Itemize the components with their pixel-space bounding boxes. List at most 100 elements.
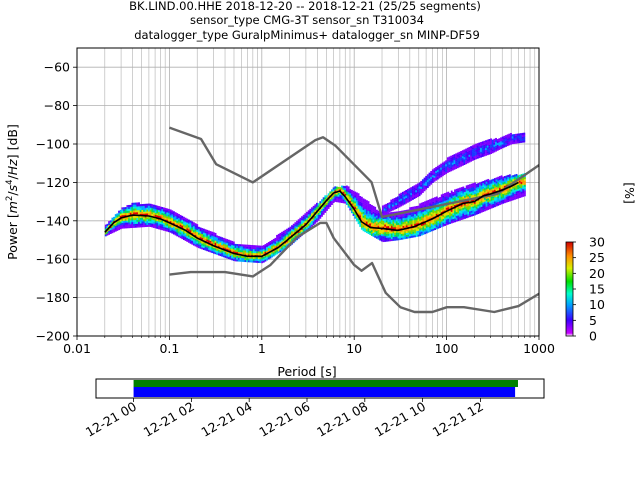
pdf-cell bbox=[409, 214, 412, 218]
pdf-cell bbox=[365, 221, 368, 224]
pdf-cell bbox=[216, 235, 219, 238]
pdf-cell bbox=[447, 210, 450, 214]
pdf-cell bbox=[379, 219, 382, 222]
pdf-cell bbox=[192, 229, 195, 233]
pdf-cell bbox=[187, 225, 190, 228]
pdf-cell bbox=[342, 187, 345, 190]
pdf-cell bbox=[487, 178, 490, 182]
pdf-cell bbox=[301, 223, 303, 227]
pdf-cell bbox=[387, 218, 390, 221]
pdf-cell bbox=[475, 206, 478, 209]
pdf-cell bbox=[269, 254, 272, 257]
pdf-cell bbox=[365, 200, 368, 203]
pdf-cell bbox=[202, 228, 205, 231]
pdf-cell bbox=[398, 197, 401, 200]
pdf-cell bbox=[189, 228, 192, 231]
pdf-cell bbox=[281, 247, 283, 250]
pdf-cell bbox=[389, 231, 392, 234]
pdf-cell bbox=[244, 252, 247, 255]
pdf-cell bbox=[382, 207, 384, 210]
pdf-cell bbox=[374, 227, 377, 231]
pdf-cell bbox=[495, 181, 498, 184]
pdf-cell bbox=[377, 220, 380, 223]
pdf-cell bbox=[523, 138, 526, 141]
pdf-cell bbox=[219, 252, 222, 255]
pdf-cell bbox=[359, 213, 362, 216]
pdf-cell bbox=[385, 216, 388, 219]
pdf-cell bbox=[119, 225, 122, 228]
pdf-cell bbox=[500, 192, 503, 195]
pdf-cell bbox=[464, 212, 466, 215]
pdf-cell bbox=[309, 210, 312, 213]
pdf-cell bbox=[189, 239, 192, 242]
pdf-cell bbox=[481, 149, 484, 152]
pdf-cell bbox=[116, 215, 119, 218]
pdf-cell bbox=[510, 181, 513, 184]
pdf-cell bbox=[414, 223, 417, 226]
pdf-cell bbox=[400, 196, 403, 199]
pdf-cell bbox=[296, 234, 298, 237]
pdf-cell bbox=[153, 204, 155, 207]
pdf-cell bbox=[272, 250, 275, 253]
pdf-cell bbox=[450, 211, 453, 214]
pdf-cell bbox=[156, 211, 159, 214]
pdf-cell bbox=[390, 215, 393, 219]
pdf-cell bbox=[314, 208, 317, 211]
pdf-cell bbox=[442, 218, 445, 221]
pdf-cell bbox=[375, 225, 378, 228]
pdf-cell bbox=[490, 198, 493, 201]
pdf-cell bbox=[392, 219, 395, 222]
pdf-cell bbox=[146, 203, 149, 206]
pdf-cell bbox=[209, 244, 212, 247]
pdf-cell bbox=[202, 247, 205, 250]
pdf-cell bbox=[454, 212, 456, 215]
pdf-cell bbox=[390, 238, 393, 242]
pdf-cell bbox=[146, 205, 149, 208]
pdf-cell bbox=[440, 171, 443, 174]
pdf-cell bbox=[490, 149, 492, 153]
pdf-cell bbox=[158, 208, 160, 211]
pdf-cell bbox=[212, 241, 215, 245]
pdf-cell bbox=[508, 187, 511, 190]
pdf-cell bbox=[148, 222, 150, 225]
pdf-cell bbox=[466, 155, 469, 158]
pdf-cell bbox=[430, 211, 433, 215]
pdf-cell bbox=[154, 212, 157, 215]
pdf-cell bbox=[463, 159, 466, 162]
pdf-cell bbox=[408, 197, 411, 200]
pdf-cell bbox=[232, 258, 235, 261]
pdf-cell bbox=[424, 228, 427, 231]
pdf-cell bbox=[405, 197, 408, 200]
pdf-cell bbox=[342, 195, 345, 198]
pdf-cell bbox=[281, 241, 283, 244]
pdf-cell bbox=[124, 220, 127, 223]
pdf-cell bbox=[405, 225, 408, 228]
pdf-cell bbox=[123, 214, 125, 218]
pdf-cell bbox=[473, 154, 476, 157]
pdf-cell bbox=[440, 165, 443, 168]
pdf-cell bbox=[156, 213, 159, 216]
pdf-cell bbox=[209, 240, 212, 243]
pdf-cell bbox=[397, 224, 400, 227]
pdf-cell bbox=[191, 225, 194, 228]
pdf-cell bbox=[470, 210, 473, 213]
pdf-cell bbox=[400, 200, 403, 203]
pdf-cell bbox=[455, 196, 458, 199]
pdf-cell bbox=[425, 202, 428, 205]
pdf-cell bbox=[402, 214, 405, 217]
pdf-cell bbox=[184, 217, 187, 220]
pdf-cell bbox=[397, 236, 400, 239]
pdf-cell bbox=[379, 223, 382, 226]
pdf-cell bbox=[464, 187, 466, 191]
pdf-cell bbox=[460, 196, 463, 199]
pdf-cell bbox=[422, 213, 425, 216]
pdf-cell bbox=[316, 206, 318, 209]
pdf-cell bbox=[372, 219, 375, 222]
pdf-cell bbox=[452, 195, 455, 198]
pdf-cell bbox=[194, 242, 197, 245]
pdf-cell bbox=[169, 230, 172, 233]
pdf-cell bbox=[456, 156, 459, 159]
pdf-cell bbox=[204, 236, 207, 240]
pdf-cell bbox=[141, 213, 144, 216]
pdf-cell bbox=[277, 251, 280, 254]
